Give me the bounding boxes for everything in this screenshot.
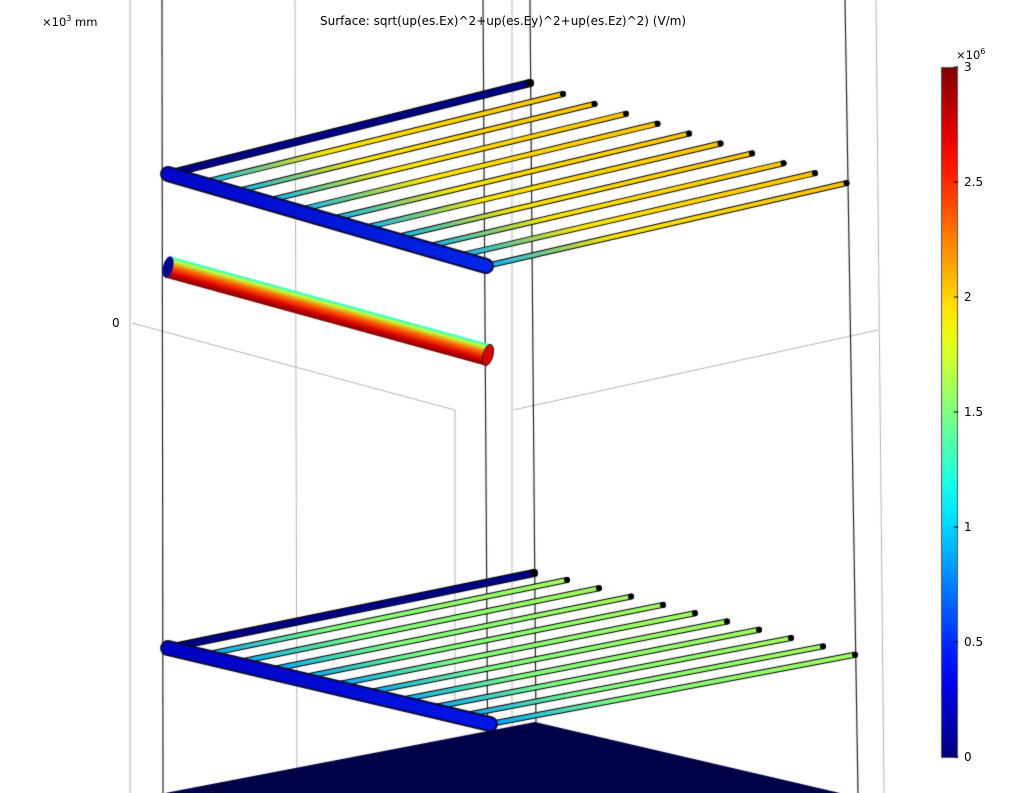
colorbar-tick-label: 2 bbox=[964, 290, 972, 304]
colorbar-tick-label: 2.5 bbox=[964, 175, 984, 189]
axis-tick-label: 0 bbox=[112, 316, 120, 330]
axis-unit-label: ×103 mm bbox=[42, 14, 97, 29]
colorbar-tick-label: 0 bbox=[964, 750, 972, 764]
colorbar-multiplier-base: ×10 bbox=[956, 48, 981, 62]
colorbar-tick-label: 1.5 bbox=[964, 405, 984, 419]
colorbar-multiplier: ×106 bbox=[956, 47, 985, 62]
plot-title: Surface: sqrt(up(es.Ex)^2+up(es.Ey)^2+up… bbox=[320, 14, 687, 28]
colorbar-multiplier-exponent: 6 bbox=[980, 47, 986, 56]
colorbar-tick-label: 1 bbox=[964, 520, 972, 534]
axis-unit-text: mm bbox=[75, 15, 98, 29]
colorbar-tick-label: 0.5 bbox=[964, 635, 984, 649]
axis-unit-base: ×10 bbox=[42, 15, 67, 29]
colorbar-tick-label: 3 bbox=[964, 60, 972, 74]
axis-unit-exponent: 3 bbox=[66, 14, 72, 23]
